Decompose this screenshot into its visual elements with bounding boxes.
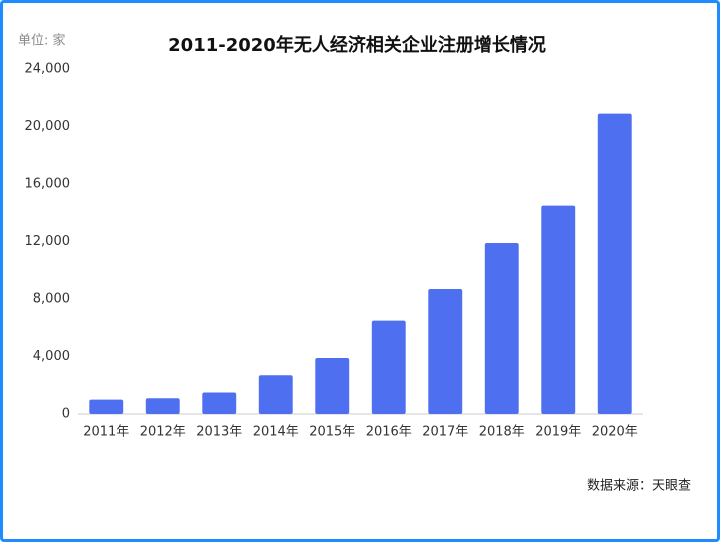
x-tick-label: 2020年 bbox=[592, 425, 638, 440]
x-tick-label: 2011年 bbox=[83, 425, 129, 440]
y-tick-label: 4,000 bbox=[33, 349, 70, 364]
y-tick-label: 8,000 bbox=[33, 292, 70, 307]
bar bbox=[202, 392, 237, 414]
y-tick-label: 0 bbox=[62, 407, 70, 422]
bar bbox=[89, 399, 124, 414]
source: 数据来源：天眼查 bbox=[587, 479, 691, 494]
x-tick-label: 2014年 bbox=[253, 425, 299, 440]
x-tick-label: 2013年 bbox=[196, 425, 242, 440]
x-tick-label: 2019年 bbox=[535, 425, 581, 440]
y-tick-label: 12,000 bbox=[25, 234, 71, 249]
bar bbox=[315, 357, 350, 414]
chart: 单位: 家 2011-2020年无人经济相关企业注册增长情况 数据来源：天眼查 … bbox=[18, 33, 691, 494]
bar bbox=[258, 375, 293, 414]
unit-label: 单位: 家 bbox=[18, 33, 66, 49]
bar bbox=[541, 205, 576, 414]
y-tick-label: 20,000 bbox=[25, 119, 71, 134]
bar bbox=[371, 320, 406, 414]
x-tick-label: 2018年 bbox=[479, 425, 525, 440]
x-tick-label: 2015年 bbox=[309, 425, 355, 440]
bar bbox=[145, 398, 180, 414]
x-tick-label: 2016年 bbox=[366, 425, 412, 440]
x-tick-label: 2012年 bbox=[140, 425, 186, 440]
bar bbox=[484, 242, 519, 414]
y-tick-label: 24,000 bbox=[25, 62, 71, 77]
y-tick-label: 16,000 bbox=[25, 177, 71, 192]
chart-title: 2011-2020年无人经济相关企业注册增长情况 bbox=[168, 34, 546, 56]
bar bbox=[428, 288, 463, 414]
x-tick-label: 2017年 bbox=[422, 425, 468, 440]
bar bbox=[597, 113, 632, 414]
